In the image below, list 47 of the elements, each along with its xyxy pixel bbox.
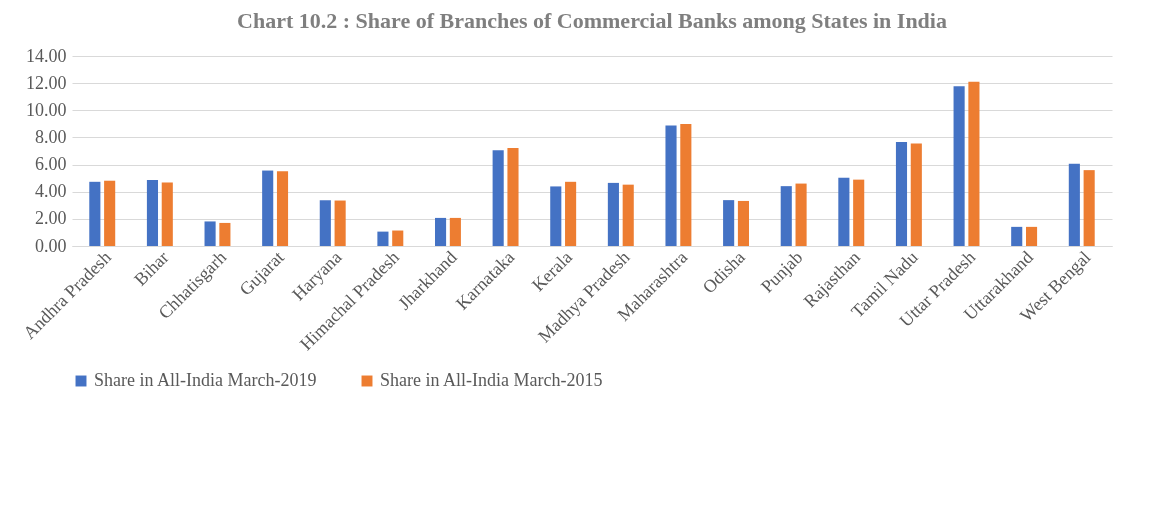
y-tick-label: 12.00 [26, 72, 67, 93]
bar [910, 143, 922, 246]
bar [276, 171, 289, 246]
bar [795, 183, 807, 246]
y-tick-label: 2.00 [35, 208, 67, 229]
bar [392, 230, 404, 246]
chart-title: Chart 10.2 : Share of Branches of Commercial Banks among States in India [237, 8, 947, 33]
bar [1011, 226, 1023, 246]
bar [1025, 226, 1038, 246]
y-tick-label: 8.00 [35, 126, 67, 147]
bar [853, 179, 865, 246]
bar [507, 147, 519, 246]
bar [492, 150, 504, 246]
bar [334, 200, 346, 246]
y-tick-label: 10.00 [26, 99, 67, 120]
bar [377, 231, 389, 246]
bar [449, 217, 461, 246]
bar [262, 170, 274, 246]
bar [434, 217, 447, 246]
legend-label: Share in All-India March-2015 [380, 370, 603, 390]
bar [953, 86, 965, 246]
bar [565, 181, 577, 246]
bar [1068, 163, 1080, 246]
y-tick-label: 0.00 [35, 235, 67, 256]
bar [968, 81, 980, 246]
bar [723, 200, 735, 246]
y-tick-label: 4.00 [35, 181, 67, 202]
bar [550, 186, 562, 246]
bar [89, 181, 101, 246]
bar [219, 222, 231, 246]
bar [838, 177, 850, 246]
bar [204, 221, 216, 246]
y-tick-label: 14.00 [26, 45, 67, 66]
bar [607, 182, 619, 246]
bar [622, 184, 634, 246]
bar [680, 123, 692, 246]
bar [146, 179, 159, 246]
bar [895, 142, 908, 246]
bar [319, 200, 331, 246]
bar [1083, 170, 1095, 246]
bar [161, 182, 173, 246]
y-tick-label: 6.00 [35, 154, 67, 175]
bar [737, 200, 750, 246]
bar [104, 180, 116, 246]
bar [665, 125, 677, 246]
bar [780, 186, 792, 246]
legend-label: Share in All-India March-2019 [94, 370, 317, 390]
